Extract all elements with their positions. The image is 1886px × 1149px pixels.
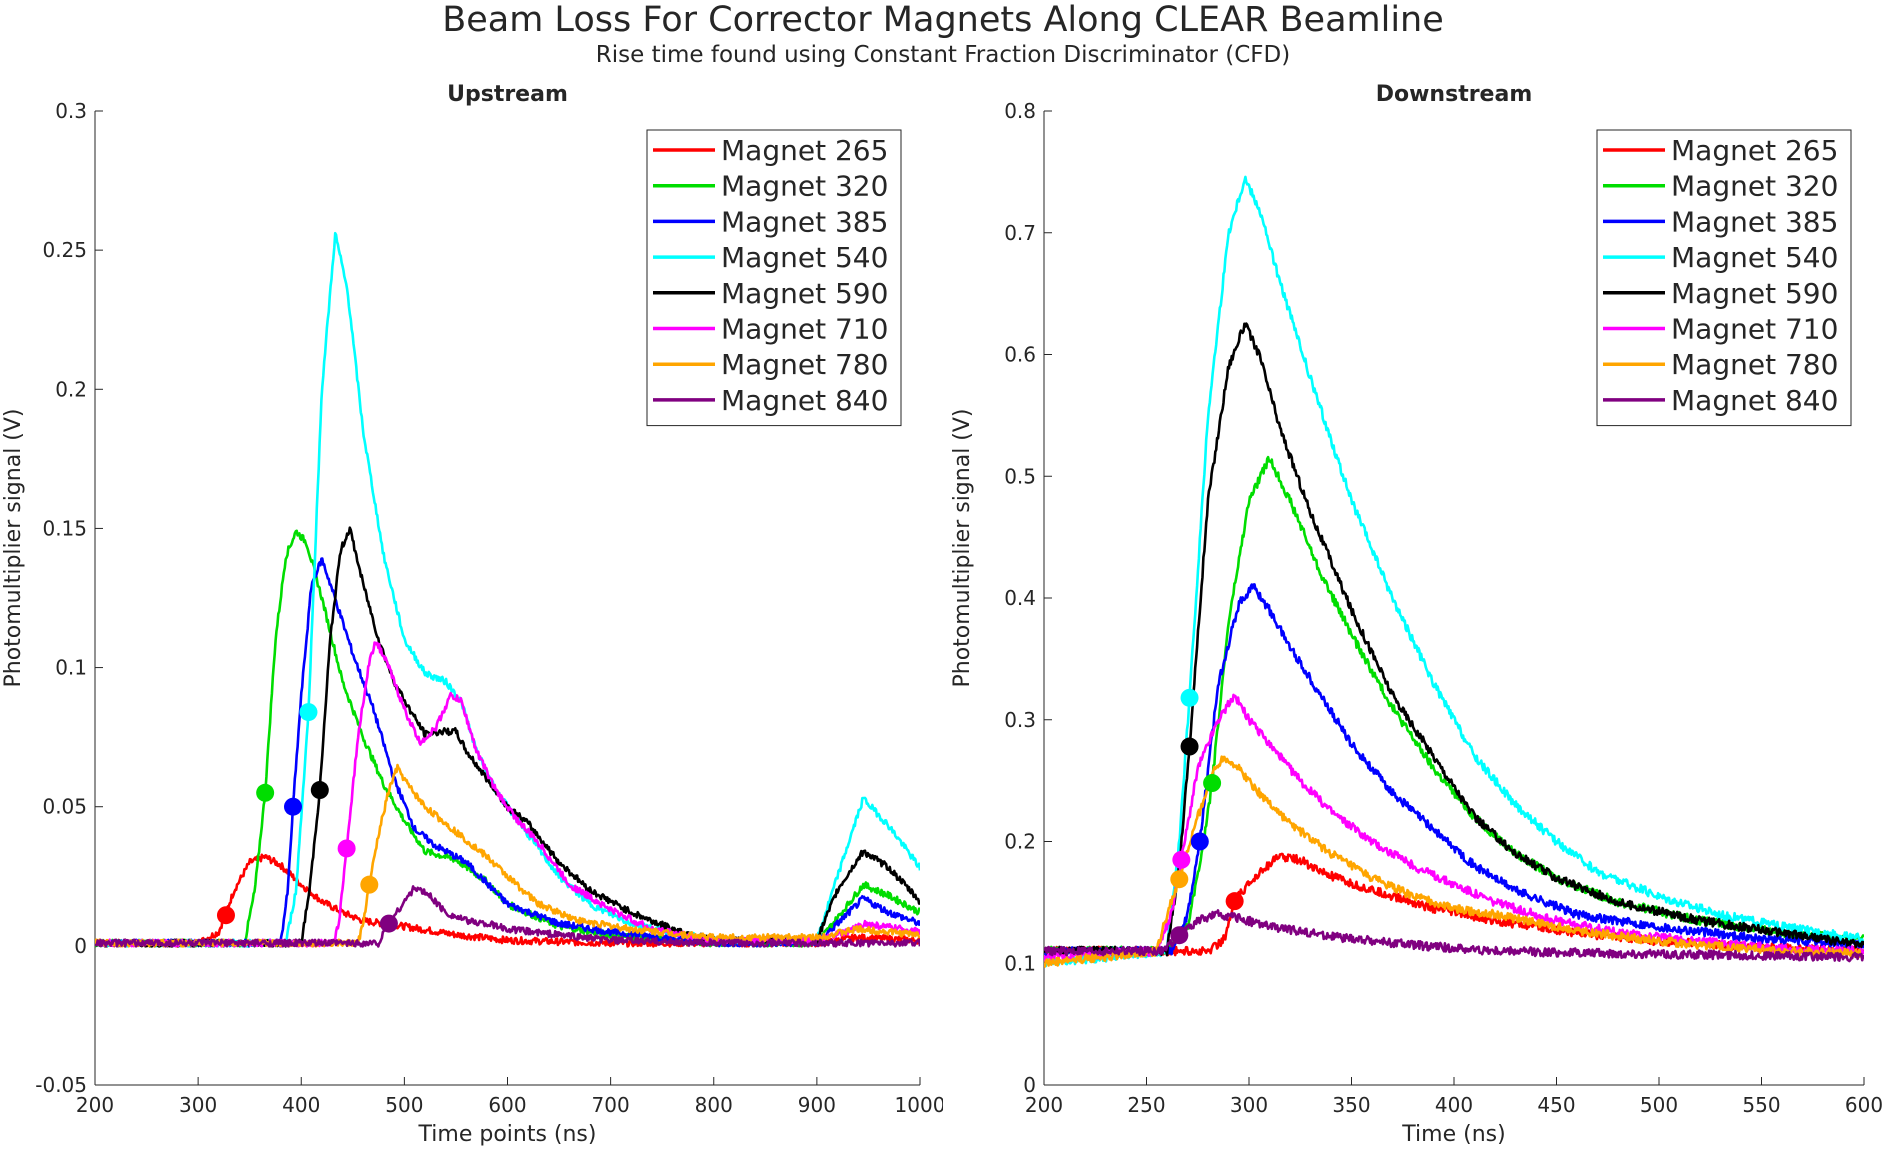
cfd-marker-magnet-710 [1172, 850, 1191, 869]
x-tick-label: 700 [592, 1093, 630, 1117]
series-line-magnet-840 [95, 885, 920, 948]
legend-box [646, 129, 902, 427]
legend-label-magnet-540: Magnet 540 [721, 241, 888, 274]
y-tick-label: 0.6 [1004, 343, 1036, 367]
legend-label-magnet-780: Magnet 780 [721, 348, 888, 381]
series-line-magnet-540 [1044, 175, 1864, 968]
legend-label-magnet-265: Magnet 265 [721, 134, 888, 167]
legend-label-magnet-710: Magnet 710 [1671, 313, 1838, 346]
legend-box [1596, 129, 1852, 427]
legend-label-magnet-590: Magnet 590 [1671, 277, 1838, 310]
y-tick-label: 0.8 [1004, 99, 1036, 123]
y-tick-label: 0.4 [1004, 586, 1036, 610]
cfd-marker-magnet-710 [337, 839, 356, 858]
y-tick-label: 0 [74, 934, 87, 958]
figure-title: Beam Loss For Corrector Magnets Along CL… [442, 0, 1444, 40]
cfd-marker-magnet-590 [1180, 737, 1199, 756]
x-tick-label: 400 [1435, 1093, 1473, 1117]
series-line-magnet-780 [95, 763, 920, 948]
cfd-marker-magnet-540 [299, 703, 318, 722]
downstream-chart: 200 250 300 350 400 450 500 550 600 0 0.1 0.2 0.3 0.4… [950, 82, 1883, 1147]
cfd-marker-magnet-385 [284, 797, 302, 816]
figure-subtitle: Rise time found using Constant Fraction … [595, 42, 1291, 68]
cfd-marker-magnet-265 [216, 906, 235, 925]
y-tick-label: -0.05 [35, 1073, 87, 1097]
y-tick-label: 0.5 [1004, 464, 1036, 488]
legend-label-magnet-840: Magnet 840 [1671, 384, 1838, 417]
legend-label-magnet-385: Magnet 385 [721, 205, 888, 238]
legend-label-magnet-385: Magnet 385 [1671, 205, 1838, 238]
x-tick-label: 200 [76, 1093, 114, 1117]
y-axis-label: Photomultiplier signal (V) [1, 408, 26, 687]
x-tick-label: 250 [1127, 1093, 1165, 1117]
legend-label-magnet-710: Magnet 710 [721, 313, 888, 346]
x-tick-label: 600 [488, 1093, 526, 1117]
upstream-chart: 200 300 400 500 600 700 800 900 1000 -0.05 0 0.05 0.… [1, 82, 943, 1147]
x-tick-label: 450 [1537, 1093, 1575, 1117]
x-tick-label: 350 [1332, 1093, 1370, 1117]
cfd-marker-magnet-840 [379, 914, 398, 933]
x-tick-label: 600 [1845, 1093, 1883, 1117]
series-line-magnet-385 [95, 557, 920, 948]
y-tick-label: 0.3 [55, 99, 87, 123]
cfd-marker-magnet-320 [1203, 774, 1222, 793]
y-tick-label: 0 [1023, 1073, 1036, 1097]
x-tick-label: 300 [1230, 1093, 1268, 1117]
cfd-marker-magnet-780 [1170, 870, 1189, 889]
subplot-title: Upstream [447, 82, 568, 107]
legend-label-magnet-780: Magnet 780 [1671, 348, 1838, 381]
y-tick-label: 0.2 [1004, 830, 1036, 854]
series-line-magnet-590 [95, 526, 920, 948]
x-tick-label: 900 [798, 1093, 836, 1117]
x-tick-label: 800 [695, 1093, 733, 1117]
x-tick-label: 300 [179, 1093, 217, 1117]
cfd-marker-magnet-780 [360, 875, 379, 894]
legend-label-magnet-320: Magnet 320 [721, 170, 888, 203]
y-tick-label: 0.7 [1004, 221, 1036, 245]
y-tick-label: 0.2 [55, 377, 87, 401]
legend-label-magnet-265: Magnet 265 [1671, 134, 1838, 167]
x-tick-label: 400 [282, 1093, 320, 1117]
legend-label-magnet-590: Magnet 590 [721, 277, 888, 310]
legend-label-magnet-320: Magnet 320 [1671, 170, 1838, 203]
subplot-title: Downstream [1376, 82, 1533, 107]
y-tick-label: 0.05 [42, 795, 87, 819]
y-tick-label: 0.15 [42, 516, 87, 540]
x-axis-label: Time points (ns) [418, 1122, 597, 1147]
x-tick-label: 550 [1742, 1093, 1780, 1117]
cfd-marker-magnet-385 [1190, 832, 1209, 851]
legend-label-magnet-840: Magnet 840 [721, 384, 888, 417]
y-axis-label: Photomultiplier signal (V) [950, 408, 975, 687]
y-tick-label: 0.1 [1004, 951, 1036, 975]
series-line-magnet-320 [95, 529, 920, 948]
y-tick-label: 0.1 [55, 656, 87, 680]
cfd-marker-magnet-320 [256, 783, 275, 802]
series-line-magnet-385 [1044, 583, 1864, 957]
y-tick-label: 0.25 [42, 238, 87, 262]
y-tick-label: 0.3 [1004, 708, 1036, 732]
cfd-marker-magnet-265 [1225, 892, 1244, 911]
x-tick-label: 200 [1025, 1093, 1063, 1117]
cfd-marker-magnet-590 [310, 781, 329, 800]
cfd-marker-magnet-840 [1170, 926, 1189, 945]
series-line-magnet-320 [1044, 455, 1864, 957]
x-tick-label: 500 [385, 1093, 423, 1117]
x-tick-label: 1000 [895, 1093, 943, 1117]
legend-label-magnet-540: Magnet 540 [1671, 241, 1838, 274]
cfd-marker-magnet-540 [1180, 688, 1199, 707]
x-tick-label: 500 [1640, 1093, 1678, 1117]
x-axis-label: Time (ns) [1401, 1122, 1505, 1147]
